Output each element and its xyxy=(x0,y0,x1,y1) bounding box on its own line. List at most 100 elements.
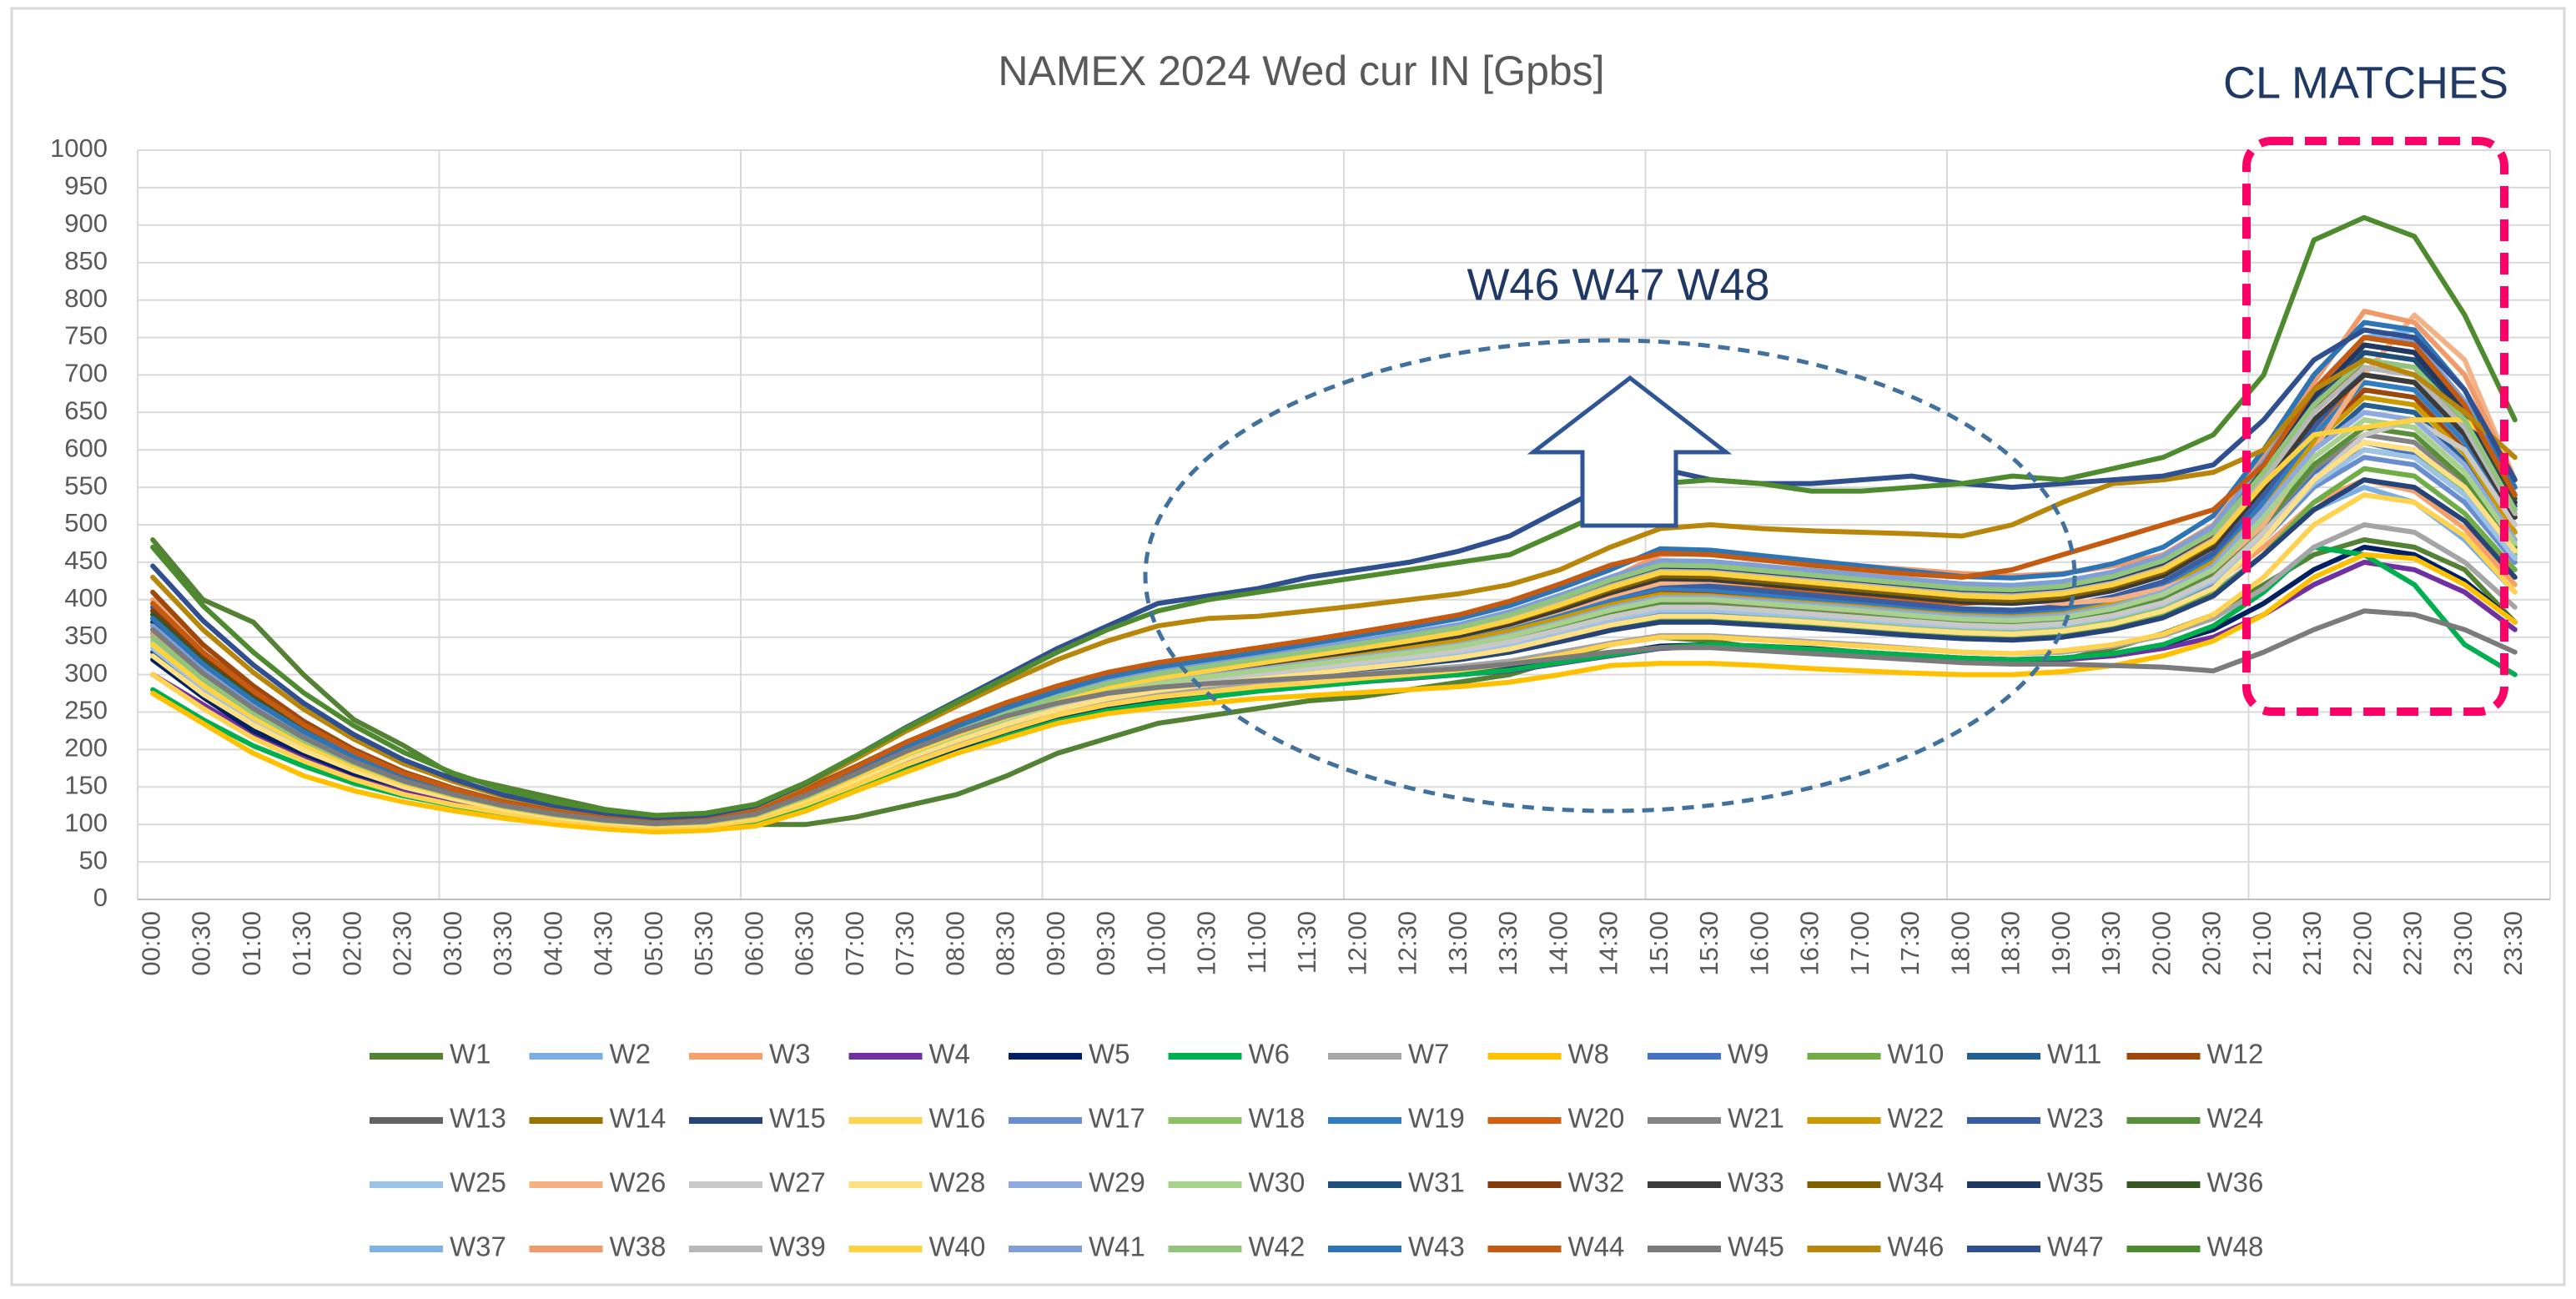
legend-label: W15 xyxy=(769,1103,826,1134)
legend-label: W17 xyxy=(1089,1103,1145,1134)
legend-label: W48 xyxy=(2207,1231,2264,1262)
x-tick-label: 11:00 xyxy=(1242,911,1271,974)
legend-label: W21 xyxy=(1728,1103,1784,1134)
x-tick-label: 18:00 xyxy=(1945,911,1975,976)
x-tick-label: 21:30 xyxy=(2297,911,2327,976)
x-tick-label: 01:00 xyxy=(237,911,266,976)
y-tick-label: 350 xyxy=(64,621,108,650)
y-tick-label: 750 xyxy=(64,321,108,350)
legend-label: W29 xyxy=(1089,1167,1145,1198)
legend-label: W28 xyxy=(929,1167,986,1198)
x-tick-label: 06:30 xyxy=(790,911,819,976)
x-tick-label: 14:00 xyxy=(1543,911,1572,976)
legend-label: W31 xyxy=(1408,1167,1465,1198)
x-tick-label: 02:30 xyxy=(388,911,417,976)
series-line xyxy=(150,608,2518,827)
legend-label: W20 xyxy=(1568,1103,1625,1134)
legend-label: W38 xyxy=(610,1231,667,1262)
y-tick-label: 50 xyxy=(79,845,108,874)
x-tick-label: 00:00 xyxy=(136,911,165,976)
y-tick-label: 700 xyxy=(64,359,108,388)
chart-title: NAMEX 2024 Wed cur IN [Gpbs] xyxy=(998,48,1604,94)
x-tick-label: 22:30 xyxy=(2398,911,2428,976)
y-tick-label: 800 xyxy=(64,284,108,313)
x-tick-label: 18:30 xyxy=(1996,911,2025,976)
y-tick-label: 550 xyxy=(64,471,108,500)
legend-label: W25 xyxy=(450,1167,506,1198)
y-tick-label: 300 xyxy=(64,658,108,687)
x-tick-label: 00:30 xyxy=(187,911,216,976)
y-tick-label: 450 xyxy=(64,546,108,575)
series-line xyxy=(150,492,2518,830)
legend-label: W8 xyxy=(1568,1039,1610,1070)
legend-label: W45 xyxy=(1728,1231,1784,1262)
legend-label: W16 xyxy=(929,1103,986,1134)
x-tick-label: 20:00 xyxy=(2146,911,2176,976)
x-tick-label: 12:30 xyxy=(1393,911,1422,976)
x-tick-label: 13:30 xyxy=(1493,911,1522,976)
legend-label: W1 xyxy=(450,1039,491,1070)
legend-label: W6 xyxy=(1249,1039,1291,1070)
x-tick-label: 02:00 xyxy=(337,911,366,976)
legend-label: W22 xyxy=(1888,1103,1945,1134)
legend-label: W39 xyxy=(769,1231,826,1262)
legend-label: W23 xyxy=(2047,1103,2104,1134)
legend-label: W3 xyxy=(769,1039,811,1070)
x-tick-label: 21:00 xyxy=(2247,911,2277,976)
legend-label: W10 xyxy=(1888,1039,1945,1070)
legend-label: W11 xyxy=(2047,1039,2101,1070)
series-line xyxy=(150,327,2518,821)
x-tick-label: 11:30 xyxy=(1292,911,1321,974)
legend-label: W37 xyxy=(450,1231,506,1262)
legend-label: W13 xyxy=(450,1103,506,1134)
legend-label: W30 xyxy=(1249,1167,1306,1198)
x-tick-label: 08:00 xyxy=(940,911,969,976)
x-tick-label: 14:30 xyxy=(1594,911,1623,976)
x-tick-label: 03:00 xyxy=(438,911,467,976)
annotation: CL MATCHES xyxy=(2223,58,2508,108)
legend-label: W36 xyxy=(2207,1167,2264,1198)
legend-label: W12 xyxy=(2207,1039,2264,1070)
x-tick-label: 20:30 xyxy=(2197,911,2226,976)
y-tick-label: 850 xyxy=(64,246,108,275)
x-tick-label: 22:00 xyxy=(2347,911,2377,976)
legend-label: W2 xyxy=(610,1039,652,1070)
legend-label: W41 xyxy=(1089,1231,1145,1262)
y-tick-label: 150 xyxy=(64,770,108,799)
x-tick-label: 17:00 xyxy=(1845,911,1874,976)
x-tick-label: 16:00 xyxy=(1744,911,1774,976)
annotation: W46 W47 W48 xyxy=(1467,259,1769,310)
x-tick-label: 23:30 xyxy=(2498,911,2528,976)
x-tick-label: 10:30 xyxy=(1192,911,1221,976)
legend-label: W7 xyxy=(1408,1039,1450,1070)
x-tick-label: 16:30 xyxy=(1795,911,1824,976)
y-tick-label: 950 xyxy=(64,171,108,200)
legend-label: W19 xyxy=(1408,1103,1465,1134)
legend-label: W32 xyxy=(1568,1167,1625,1198)
y-tick-label: 0 xyxy=(93,883,108,912)
x-tick-label: 10:00 xyxy=(1141,911,1170,976)
legend-label: W35 xyxy=(2047,1167,2104,1198)
series-line xyxy=(150,214,2518,818)
x-tick-label: 17:30 xyxy=(1895,911,1924,976)
x-tick-label: 19:30 xyxy=(2096,911,2126,976)
x-tick-label: 07:00 xyxy=(840,911,869,976)
legend-label: W14 xyxy=(610,1103,667,1134)
y-tick-label: 400 xyxy=(64,583,108,612)
x-tick-label: 05:00 xyxy=(639,911,668,976)
x-tick-label: 06:00 xyxy=(739,911,768,976)
x-tick-label: 08:30 xyxy=(991,911,1020,976)
legend-label: W27 xyxy=(769,1167,826,1198)
legend-label: W40 xyxy=(929,1231,986,1262)
x-tick-label: 04:00 xyxy=(538,911,567,976)
up-arrow xyxy=(1527,375,1733,528)
legend: W1 W2 W3 W4 W5 W6 W7 W8 W9 W10 W11 W12 W13 W14 W15 W16 W… xyxy=(370,1039,2263,1262)
y-tick-label: 200 xyxy=(64,733,108,763)
y-tick-label: 600 xyxy=(64,433,108,462)
x-tick-label: 01:30 xyxy=(287,911,316,976)
highlight-ellipse xyxy=(1143,338,2077,813)
legend-label: W44 xyxy=(1568,1231,1625,1262)
x-tick-label: 07:30 xyxy=(890,911,919,976)
legend-label: W24 xyxy=(2207,1103,2264,1134)
